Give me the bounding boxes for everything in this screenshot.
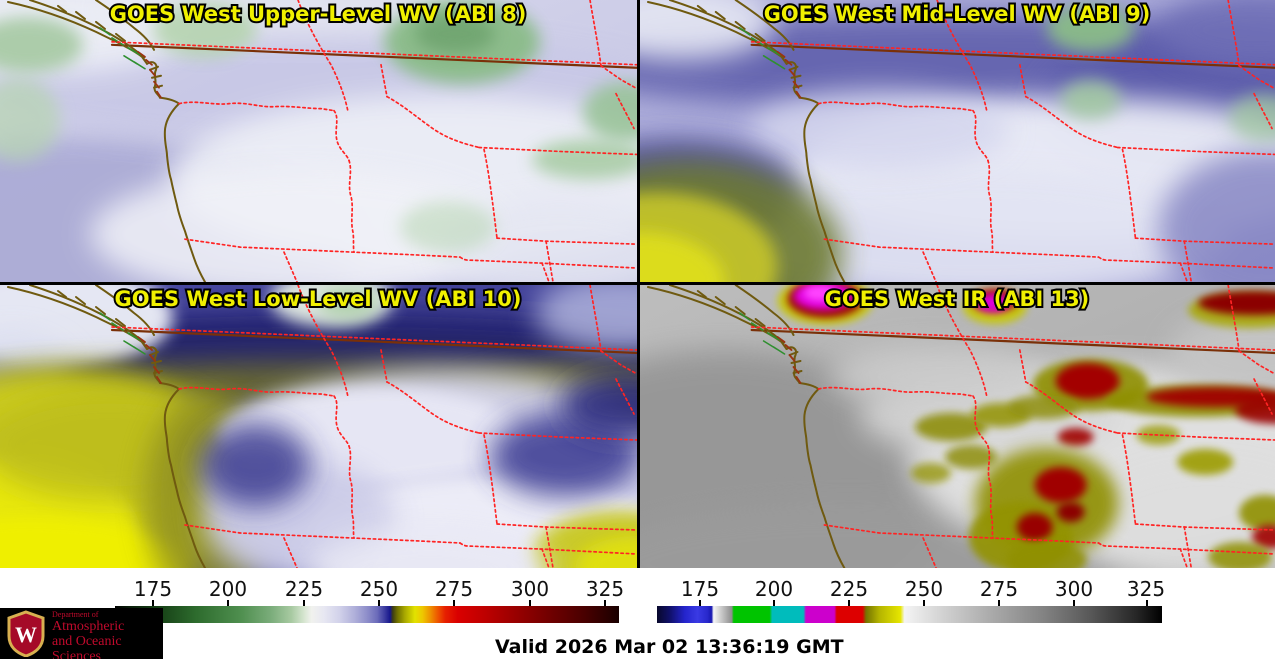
- quad-panel-area: GOES West Upper-Level WV (ABI 8): [0, 0, 1275, 568]
- satellite-imagery-mid-wv: [640, 0, 1275, 282]
- logo-line-2: and Oceanic Sciences: [52, 634, 122, 659]
- tick-mark: [152, 600, 154, 606]
- tick-label: 225: [829, 577, 869, 601]
- tick-mark: [699, 600, 701, 606]
- satellite-imagery-low-wv: [0, 285, 637, 568]
- tick-mark: [378, 600, 380, 606]
- tick-label: 175: [133, 577, 173, 601]
- panel-mid-level-wv-image: GOES West Mid-Level WV (ABI 9): [640, 0, 1275, 282]
- panel-low-level-wv-image: GOES West Low-Level WV (ABI 10): [0, 285, 637, 568]
- tick-mark: [529, 600, 531, 606]
- tick-mark: [773, 600, 775, 606]
- tick-label: 175: [680, 577, 720, 601]
- logo-line-1: Atmospheric: [52, 619, 125, 635]
- tick-mark: [303, 600, 305, 606]
- tick-label: 250: [904, 577, 944, 601]
- panel-title-ir: GOES West IR (ABI 13): [825, 287, 1089, 311]
- panel-title-upper-wv: GOES West Upper-Level WV (ABI 8): [110, 2, 527, 26]
- tick-label: 300: [1054, 577, 1094, 601]
- tick-label: 275: [434, 577, 474, 601]
- panel-ir-image: GOES West IR (ABI 13): [640, 285, 1275, 568]
- colorbar-footer: 175 200 225 250 275 300 325 175 200 225 …: [0, 568, 1275, 659]
- logo-dept-line: Department of: [52, 610, 99, 619]
- panel-title-mid-wv: GOES West Mid-Level WV (ABI 9): [764, 2, 1151, 26]
- tick-label: 200: [754, 577, 794, 601]
- tick-mark: [998, 600, 1000, 606]
- valid-time-text: Valid 2026 Mar 02 13:36:19 GMT: [495, 636, 844, 658]
- tick-mark: [227, 600, 229, 606]
- tick-label: 300: [510, 577, 550, 601]
- tick-label: 325: [585, 577, 625, 601]
- ir-colorbar: [657, 606, 1162, 623]
- tick-mark: [923, 600, 925, 606]
- satellite-imagery-upper-wv: [0, 0, 637, 282]
- tick-mark: [848, 600, 850, 606]
- uw-monogram: W: [15, 622, 37, 647]
- tick-label: 325: [1126, 577, 1166, 601]
- wv-colorbar: [115, 606, 619, 623]
- panel-upper-level-wv-image: GOES West Upper-Level WV (ABI 8): [0, 0, 637, 282]
- panel-title-low-wv: GOES West Low-Level WV (ABI 10): [115, 287, 522, 311]
- tick-mark: [604, 600, 606, 606]
- tick-label: 200: [208, 577, 248, 601]
- tick-label: 250: [359, 577, 399, 601]
- tick-mark: [1146, 600, 1148, 606]
- satellite-imagery-ir: [640, 285, 1275, 568]
- uw-crest-icon: W: [7, 610, 45, 657]
- uw-aos-logo: W Department of Atmospheric and Oceanic …: [0, 608, 163, 659]
- tick-mark: [1073, 600, 1075, 606]
- tick-label: 225: [284, 577, 324, 601]
- tick-mark: [453, 600, 455, 606]
- logo-text: Department of Atmospheric and Oceanic Sc…: [52, 610, 163, 659]
- tick-label: 275: [979, 577, 1019, 601]
